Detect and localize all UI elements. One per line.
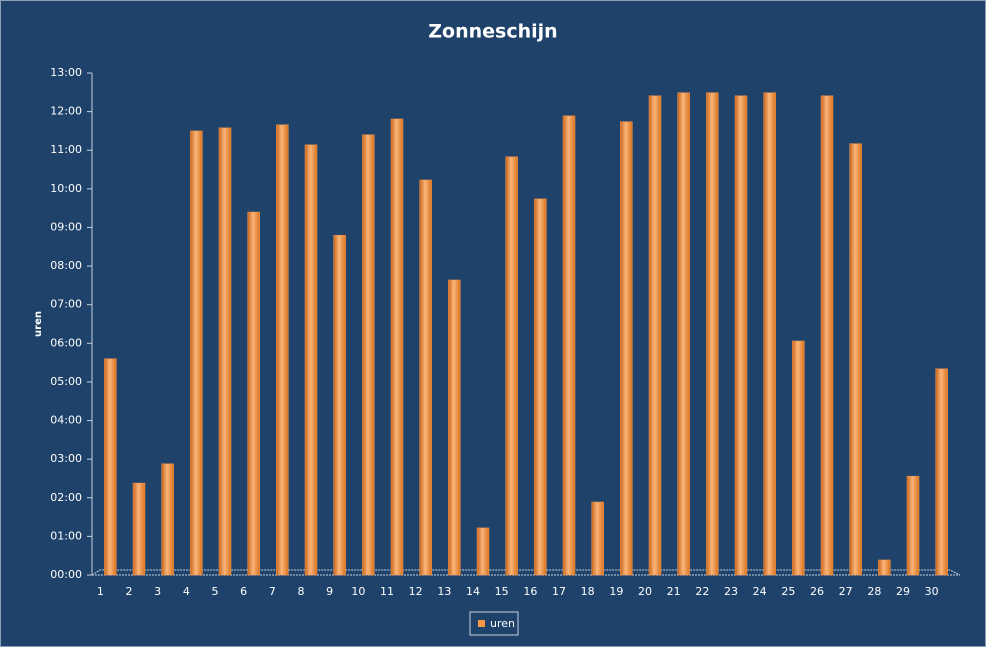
y-tick-label: 10:00: [50, 182, 82, 195]
x-tick-label: 16: [523, 585, 537, 598]
x-tick-label: 6: [240, 585, 247, 598]
x-tick-label: 30: [925, 585, 939, 598]
x-tick-label: 8: [298, 585, 305, 598]
y-tick-label: 04:00: [50, 414, 82, 427]
x-tick-label: 7: [269, 585, 276, 598]
x-tick-label: 22: [695, 585, 709, 598]
x-tick-label: 10: [351, 585, 365, 598]
y-tick-label: 09:00: [50, 220, 82, 233]
legend-label: uren: [490, 617, 515, 630]
x-tick-label: 29: [896, 585, 910, 598]
bar: [104, 358, 117, 576]
bar: [763, 92, 776, 576]
y-tick-label: 06:00: [50, 336, 82, 349]
bar: [390, 118, 404, 576]
legend: [469, 611, 519, 636]
bar: [620, 121, 633, 576]
bar: [190, 130, 203, 576]
bar: [734, 95, 748, 576]
bar: [218, 127, 232, 576]
x-tick-label: 1: [97, 585, 104, 598]
bar: [648, 95, 662, 576]
bar: [161, 463, 174, 576]
x-tick-label: 27: [839, 585, 853, 598]
x-tick-label: 21: [667, 585, 681, 598]
bar: [706, 92, 719, 576]
bar: [132, 482, 146, 576]
bar: [333, 234, 346, 576]
bar: [878, 559, 891, 576]
bar: [448, 279, 461, 576]
bar: [562, 115, 576, 576]
x-tick-label: 12: [409, 585, 423, 598]
x-tick-label: 9: [326, 585, 333, 598]
bar: [906, 475, 920, 576]
x-tick-label: 20: [638, 585, 652, 598]
legend-swatch: [478, 620, 485, 627]
bar: [247, 211, 260, 576]
bar: [935, 368, 948, 576]
floor: [90, 569, 961, 576]
x-tick-label: 11: [380, 585, 394, 598]
bar: [820, 95, 834, 576]
bar: [534, 198, 547, 576]
bar: [849, 143, 862, 576]
x-tick-label: 13: [437, 585, 451, 598]
y-tick-label: 13:00: [50, 66, 82, 79]
y-tick-label: 05:00: [50, 375, 82, 388]
bar: [505, 156, 518, 576]
chart-title: Zonneschijn: [428, 21, 557, 43]
y-tick-label: 08:00: [50, 259, 82, 272]
x-tick-label: 3: [154, 585, 161, 598]
bar: [419, 179, 432, 576]
bar: [792, 340, 805, 576]
x-tick-label: 18: [581, 585, 595, 598]
bar: [276, 124, 289, 576]
x-tick-label: 4: [183, 585, 190, 598]
x-tick-label: 2: [126, 585, 133, 598]
bar: [591, 501, 604, 576]
y-axis-title: uren: [33, 311, 44, 337]
x-tick-label: 25: [781, 585, 795, 598]
x-tick-label: 14: [466, 585, 480, 598]
y-tick-label: 07:00: [50, 298, 82, 311]
x-tick-label: 28: [867, 585, 881, 598]
bar: [304, 144, 318, 576]
y-tick-label: 12:00: [50, 105, 82, 118]
x-tick-label: 23: [724, 585, 738, 598]
x-tick-label: 17: [552, 585, 566, 598]
x-tick-label: 26: [810, 585, 824, 598]
x-tick-label: 5: [212, 585, 219, 598]
y-tick-label: 02:00: [50, 491, 82, 504]
y-tick-label: 03:00: [50, 452, 82, 465]
y-tick-label: 00:00: [50, 568, 82, 581]
x-tick-label: 15: [495, 585, 509, 598]
y-tick-label: 11:00: [50, 143, 82, 156]
x-tick-label: 24: [753, 585, 767, 598]
x-tick-label: 19: [609, 585, 623, 598]
bar: [677, 92, 690, 576]
bar: [476, 527, 490, 576]
bar: [362, 134, 375, 576]
y-tick-label: 01:00: [50, 529, 82, 542]
